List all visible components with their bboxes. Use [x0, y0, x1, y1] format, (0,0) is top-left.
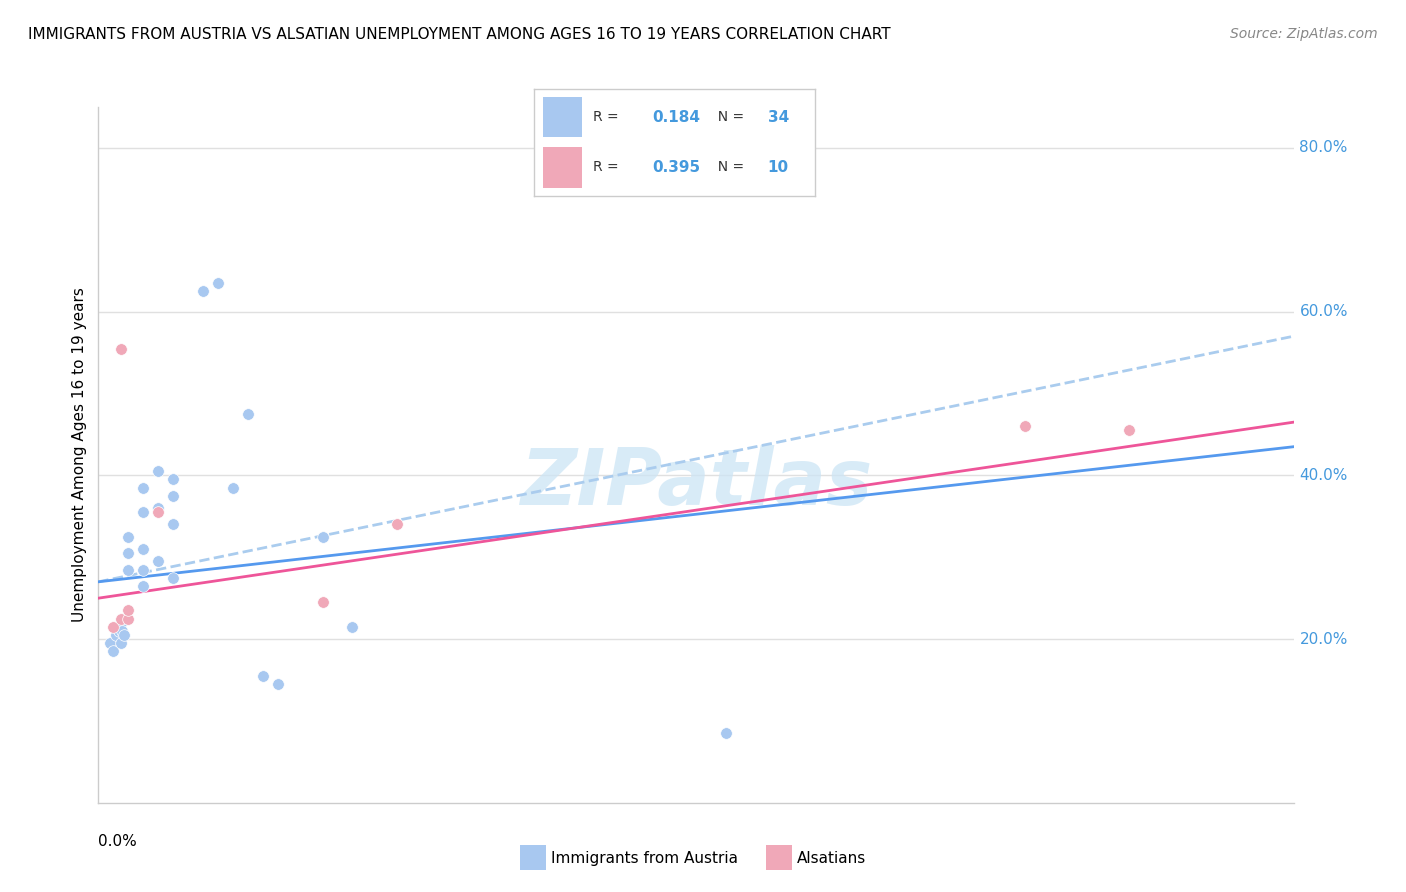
Text: Source: ZipAtlas.com: Source: ZipAtlas.com [1230, 27, 1378, 41]
Point [132, 579, 155, 593]
Point [148, 501, 170, 516]
Point [107, 620, 129, 634]
Point [112, 628, 135, 642]
Point [111, 624, 134, 638]
Point [110, 615, 132, 630]
Point [1118, 423, 1140, 437]
Point [714, 726, 737, 740]
Point [311, 595, 333, 609]
Text: 0.184: 0.184 [652, 110, 700, 125]
Point [117, 546, 139, 560]
Point [110, 636, 132, 650]
Point [148, 464, 170, 478]
Text: Immigrants from Austria: Immigrants from Austria [551, 851, 738, 865]
Text: 0.0%: 0.0% [98, 834, 138, 849]
Point [267, 677, 290, 691]
Text: N =: N = [709, 161, 748, 174]
Point [117, 612, 139, 626]
Text: 20.0%: 20.0% [1299, 632, 1348, 647]
Point [162, 489, 184, 503]
Point [98, 636, 122, 650]
Point [207, 276, 229, 290]
Point [108, 624, 131, 638]
Text: R =: R = [593, 161, 623, 174]
Text: 10: 10 [768, 160, 789, 175]
Point [148, 505, 170, 519]
Text: 80.0%: 80.0% [1299, 140, 1348, 155]
Text: Alsatians: Alsatians [797, 851, 866, 865]
Point [103, 620, 125, 634]
Text: N =: N = [709, 110, 748, 124]
Point [565, 178, 588, 192]
Point [162, 517, 184, 532]
Point [132, 542, 155, 557]
Text: ZIPatlas: ZIPatlas [520, 445, 872, 521]
Point [311, 530, 333, 544]
Point [191, 284, 214, 298]
Point [110, 612, 132, 626]
Point [385, 517, 409, 532]
Point [252, 669, 274, 683]
Text: IMMIGRANTS FROM AUSTRIA VS ALSATIAN UNEMPLOYMENT AMONG AGES 16 TO 19 YEARS CORRE: IMMIGRANTS FROM AUSTRIA VS ALSATIAN UNEM… [28, 27, 891, 42]
Point [148, 554, 170, 568]
Point [105, 628, 128, 642]
Text: R =: R = [593, 110, 623, 124]
Point [117, 603, 139, 617]
FancyBboxPatch shape [543, 96, 582, 137]
Point [342, 620, 364, 634]
Point [117, 530, 139, 544]
Point [117, 562, 139, 576]
Point [103, 644, 125, 658]
Text: 40.0%: 40.0% [1299, 468, 1348, 483]
Text: 60.0%: 60.0% [1299, 304, 1348, 319]
Text: 34: 34 [768, 110, 789, 125]
Point [236, 407, 259, 421]
Point [1014, 419, 1036, 434]
Y-axis label: Unemployment Among Ages 16 to 19 years: Unemployment Among Ages 16 to 19 years [72, 287, 87, 623]
Point [162, 571, 184, 585]
Point [132, 562, 155, 576]
Point [222, 481, 245, 495]
FancyBboxPatch shape [543, 147, 582, 187]
Text: 0.395: 0.395 [652, 160, 700, 175]
Point [110, 342, 132, 356]
Point [162, 473, 184, 487]
Point [132, 505, 155, 519]
Point [132, 481, 155, 495]
